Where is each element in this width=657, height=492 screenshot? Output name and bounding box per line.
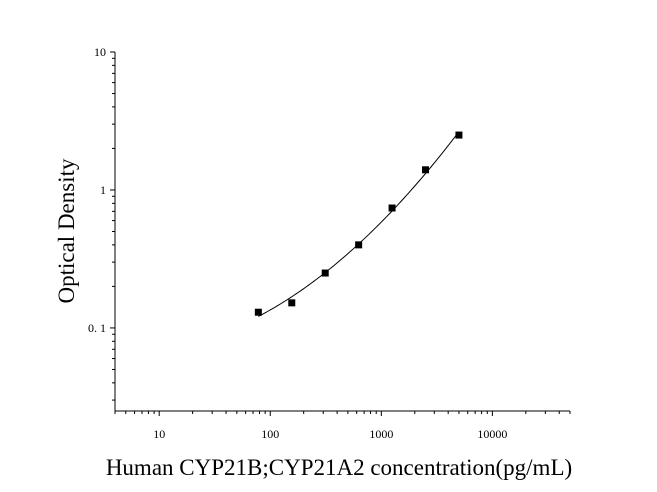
data-point xyxy=(455,131,463,139)
x-tick-label: 1000 xyxy=(369,427,393,441)
x-tick-label: 10000 xyxy=(477,427,507,441)
y-axis-title: Optical Density xyxy=(54,158,79,303)
fit-curve xyxy=(258,131,460,317)
data-point xyxy=(422,166,430,174)
data-points xyxy=(254,131,463,316)
data-point xyxy=(321,269,329,277)
x-tick-label: 10 xyxy=(153,427,165,441)
x-ticks: 10 100 1000 10000 xyxy=(114,411,571,441)
y-ticks: 0. 1 1 10 xyxy=(88,45,115,401)
y-tick-label: 10 xyxy=(94,45,106,59)
y-tick-label: 0. 1 xyxy=(88,321,106,335)
x-axis-title: Human CYP21B;CYP21A2 concentration(pg/mL… xyxy=(106,455,572,480)
x-tick-label: 100 xyxy=(261,427,279,441)
data-point xyxy=(388,204,396,212)
axes xyxy=(114,52,570,412)
y-tick-label: 1 xyxy=(100,183,106,197)
data-point xyxy=(254,308,262,316)
data-point xyxy=(288,299,296,307)
data-point xyxy=(355,241,363,249)
fit-curve-layer xyxy=(258,131,460,317)
